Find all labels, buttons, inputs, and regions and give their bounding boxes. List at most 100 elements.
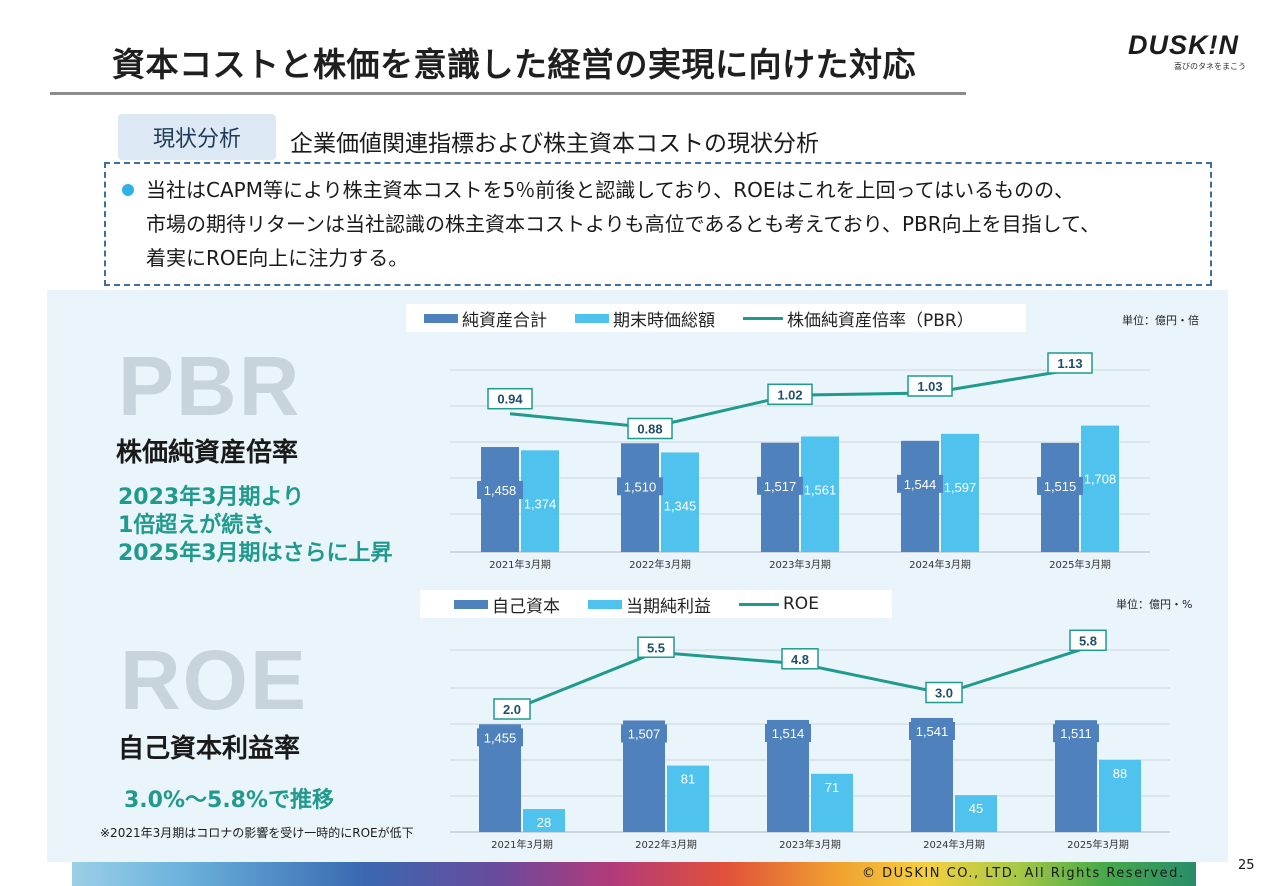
bar-期末時価総額 [801,436,839,552]
bar-label: 1,374 [524,496,557,511]
bar-純資産合計 [481,447,519,552]
bar-label-bg [897,474,943,493]
x-tick-label: 2023年3月期 [769,558,831,571]
page-number: 25 [1238,858,1255,873]
line-label: 0.94 [497,392,523,407]
line-label-box [925,681,963,704]
roe-description: 3.0%～5.8%で推移 [124,788,335,813]
section-badge: 現状分析 [118,114,276,160]
legend-swatch [743,316,783,320]
x-tick-label: 2025年3月期 [1067,838,1129,851]
line-label: 1.13 [1057,356,1082,371]
bar-label: 1,544 [904,477,937,492]
bar-label: 81 [681,772,695,787]
roe-big-label: ROE [120,633,309,727]
bar-label: 1,541 [916,724,949,739]
bar-純資産合計 [761,442,799,552]
page-title: 資本コストと株価を意識した経営の実現に向けた対応 [112,45,916,84]
bar-期末時価総額 [661,452,699,552]
pbr-name: 株価純資産倍率 [116,438,299,468]
note-line: 市場の期待リターンは当社認識の株主資本コストよりも高位であるとも考えており、PB… [146,212,1101,236]
bar-label: 1,514 [772,726,805,741]
roe-chart: 1,455 28 2021年3月期 1,507 81 2022年3月期 1,514 71 202… [450,629,1170,851]
legend-item: 株価純資産倍率（PBR） [743,306,974,331]
line-label: 5.8 [1079,633,1097,648]
legend-swatch [424,313,458,323]
bar-label: 1,507 [628,726,661,741]
bar-label-bg [765,723,811,742]
legend-label: 自己資本 [492,596,560,617]
bullet-icon [122,184,134,196]
bar-label-bg [617,477,663,496]
legend-item: ROE [739,594,819,614]
title-divider [50,92,966,95]
bar-label: 1,561 [804,482,837,497]
company-logo: DUSK!N 喜びのタネをまこう [1128,30,1254,74]
legend-swatch [575,313,609,323]
line-label-box [637,636,675,658]
bar-label: 28 [537,815,551,830]
pbr-desc-line: 2023年3月期より [118,485,305,510]
legend-label: 当期純利益 [626,596,711,617]
pbr-desc-line: 1倍超えが続き、 [118,513,286,538]
bar-label: 1,510 [624,479,657,494]
bar-label-bg [1037,476,1083,495]
bar-label-bg [477,481,523,500]
bar-label: 1,458 [484,483,517,498]
line-label-box [1047,352,1093,374]
x-tick-label: 2022年3月期 [629,558,691,571]
logo-tagline: 喜びのタネをまこう [1174,62,1246,71]
logo-mark: DUSK!N [1128,30,1239,60]
x-tick-label: 2024年3月期 [909,558,971,571]
bar-当期純利益 [667,765,709,832]
line-label-box [493,698,531,720]
bar-label-bg [909,721,955,740]
bar-label: 1,597 [944,480,977,495]
line-label: 1.02 [777,387,802,402]
section-subtitle: 企業価値関連指標および株主資本コストの現状分析 [290,131,819,157]
bar-label: 1,345 [664,498,697,513]
line-label: 5.5 [647,640,665,655]
legend-item: 期末時価総額 [575,306,715,331]
line-label-box [627,417,673,440]
pbr-description: 2023年3月期より 1倍超えが続き、 2025年3月期はさらに上昇 [118,484,393,568]
bar-純資産合計 [1041,442,1079,552]
bar-label: 1,515 [1044,479,1077,494]
legend-label: 期末時価総額 [613,310,715,331]
pbr-desc-line: 2025年3月期はさらに上昇 [118,541,393,566]
legend-item: 自己資本 [454,592,560,617]
copyright: © DUSKIN CO., LTD. All Rights Reserved. [862,866,1185,881]
bar-label: 1,517 [764,479,797,494]
bar-label: 1,511 [1060,726,1092,741]
line-label-box [487,387,533,410]
line-label-box [767,383,813,406]
pbr-unit-label: 単位：億円・倍 [1122,314,1199,327]
legend-swatch [454,599,488,609]
line-label: 4.8 [791,652,809,667]
bar-当期純利益 [523,809,565,832]
note-box [104,162,1212,286]
x-tick-label: 2024年3月期 [923,838,985,851]
bar-期末時価総額 [1081,425,1119,552]
x-tick-label: 2025年3月期 [1049,558,1111,571]
pbr-legend: 純資産合計 期末時価総額 株価純資産倍率（PBR） [406,304,1026,332]
bar-期末時価総額 [521,450,559,552]
legend-item: 純資産合計 [424,306,547,331]
bar-期末時価総額 [941,433,979,552]
bar-label: 45 [969,801,983,816]
bar-label-bg [757,476,803,495]
line-label: 1.03 [917,379,942,394]
legend-label: ROE [783,594,819,614]
pbr-chart: 1,458 1,374 2021年3月期 1,510 1,345 2022年3月期 1,51… [450,352,1150,571]
line-label: 3.0 [935,686,953,701]
legend-swatch [739,602,779,606]
bar-label: 71 [825,780,839,795]
legend-swatch [588,599,622,609]
bar-当期純利益 [1099,759,1141,832]
bar-label-bg [621,724,667,743]
bar-当期純利益 [955,795,997,832]
x-tick-label: 2021年3月期 [491,838,553,851]
line-label: 2.0 [503,702,521,717]
line-label-box [1069,629,1107,652]
footer-color-bar [72,862,1196,886]
